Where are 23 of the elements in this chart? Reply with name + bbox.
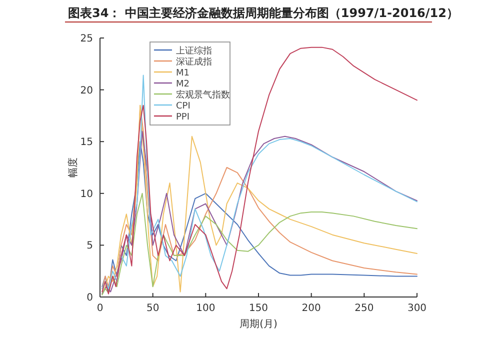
y-tick-label: 20 — [80, 85, 93, 96]
legend-label: PPI — [176, 112, 190, 122]
legend-label: M2 — [176, 80, 190, 90]
y-axis-title: 幅度 — [67, 158, 79, 178]
x-tick-label: 300 — [407, 303, 427, 314]
legend-label: M1 — [176, 68, 190, 78]
x-tick-label: 100 — [196, 303, 216, 314]
x-tick-label: 0 — [96, 303, 104, 314]
x-tick-label: 200 — [302, 303, 321, 314]
chart-title: 图表34： 中国主要经济金融数据周期能量分布图（1997/1-2016/12） — [68, 6, 458, 20]
y-tick-label: 10 — [80, 188, 93, 200]
x-axis-title: 周期(月) — [240, 318, 278, 330]
x-tick-label: 250 — [354, 303, 374, 314]
x-tick-label: 150 — [248, 303, 268, 314]
legend-label: 宏观景气指数 — [176, 90, 230, 100]
y-tick-label: 0 — [86, 292, 93, 304]
legend-label: CPI — [176, 102, 190, 112]
y-tick-label: 15 — [80, 137, 93, 148]
y-tick-label: 25 — [80, 34, 93, 44]
legend-label: 深证成指 — [176, 56, 212, 68]
legend-label: 上证综指 — [176, 46, 212, 56]
y-tick-label: 5 — [86, 240, 93, 252]
x-tick-label: 50 — [146, 303, 160, 314]
